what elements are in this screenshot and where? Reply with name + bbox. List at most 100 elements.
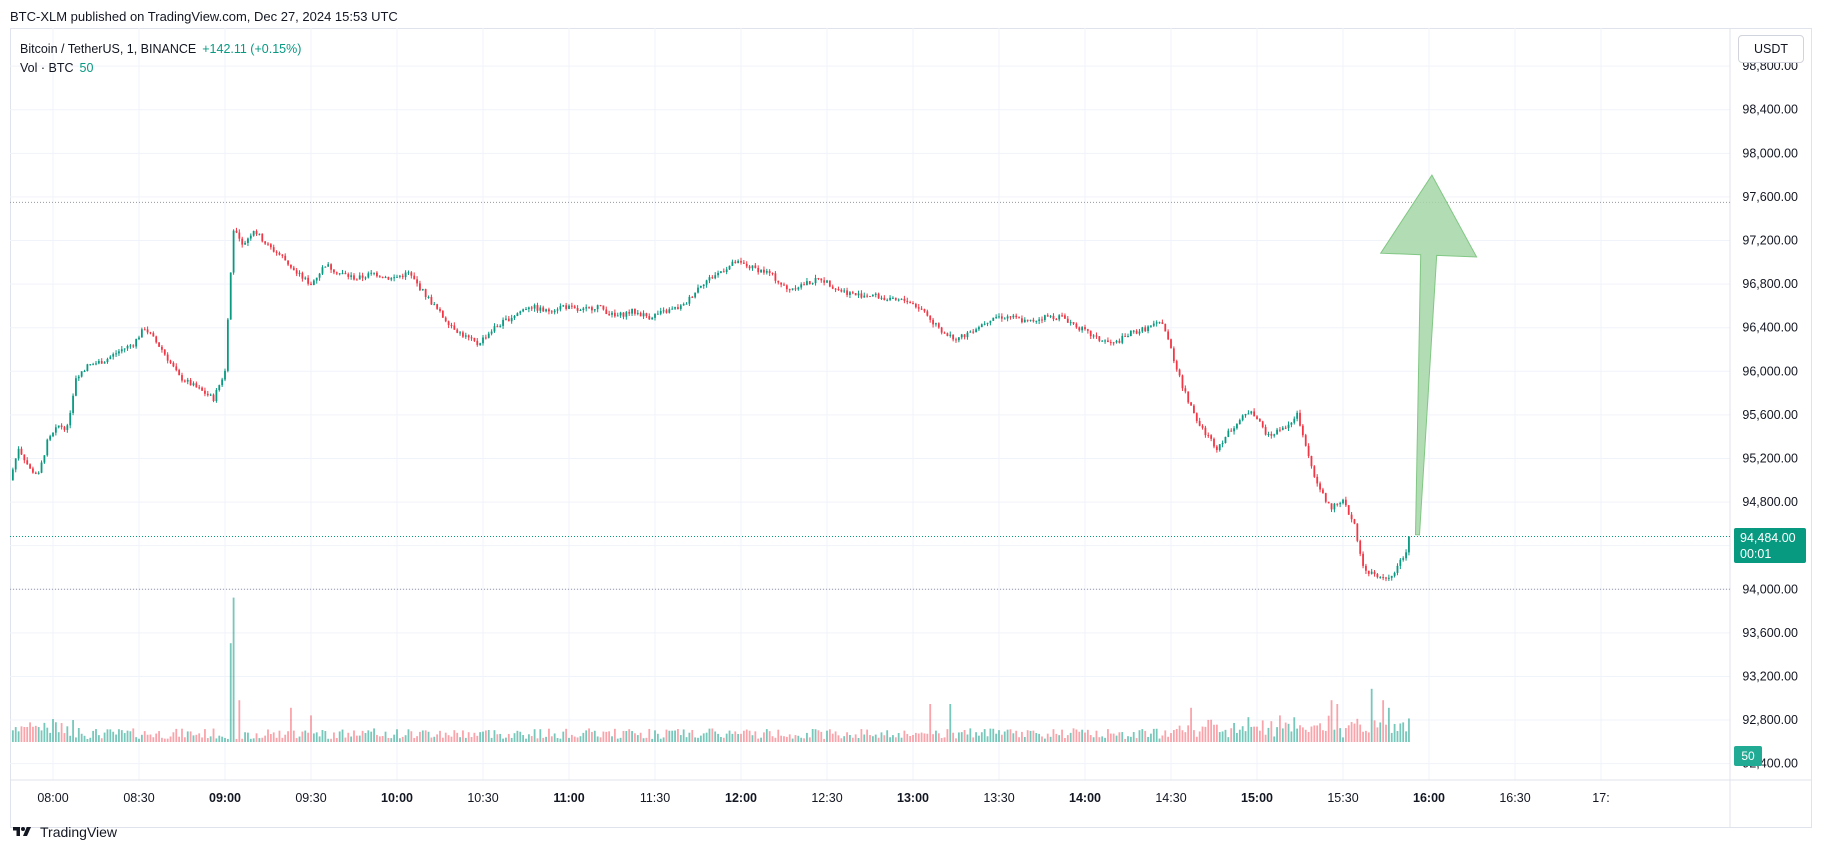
- candle-body: [502, 319, 504, 326]
- footer-brand[interactable]: TradingView: [10, 824, 117, 840]
- volume-bar: [1198, 731, 1201, 742]
- candle-body: [1270, 434, 1273, 436]
- candle-body: [1296, 412, 1299, 419]
- candle-body: [785, 285, 788, 290]
- candle-body: [69, 412, 72, 426]
- volume-bar: [1147, 736, 1149, 742]
- volume-bar: [975, 732, 977, 742]
- volume-bar: [1167, 736, 1170, 742]
- candle-body: [52, 432, 54, 437]
- volume-bar: [1379, 722, 1382, 742]
- volume-label[interactable]: Vol · BTC: [20, 61, 74, 75]
- candle-body: [854, 293, 857, 296]
- volume-bar: [1385, 724, 1387, 742]
- volume-bar: [814, 729, 817, 742]
- volume-bar: [52, 719, 54, 742]
- volume-bar: [634, 733, 636, 742]
- candle-body: [341, 273, 344, 275]
- candle-body: [1170, 339, 1172, 349]
- candle-body: [1213, 438, 1215, 447]
- symbol-title[interactable]: Bitcoin / TetherUS, 1, BINANCE: [20, 42, 197, 56]
- candle-body: [1387, 577, 1390, 579]
- volume-bar: [1324, 730, 1327, 742]
- candle-body: [1247, 413, 1250, 415]
- volume-bar: [1112, 733, 1115, 742]
- candle-body: [324, 266, 327, 268]
- candle-body: [711, 277, 714, 279]
- volume-bar: [851, 737, 854, 742]
- candle-body: [212, 394, 215, 401]
- volume-bar: [370, 731, 373, 742]
- volume-bar: [568, 737, 570, 742]
- candle-body: [353, 275, 355, 280]
- candle-body: [1385, 577, 1387, 579]
- volume-bar: [321, 730, 324, 742]
- volume-bar: [677, 729, 679, 742]
- candle-body: [86, 364, 89, 371]
- candle-body: [37, 472, 40, 474]
- candle-body: [820, 278, 823, 281]
- volume-bar: [1138, 730, 1141, 742]
- candle-body: [100, 361, 103, 364]
- volume-bar: [284, 734, 287, 742]
- volume-tag: 50: [1734, 746, 1762, 766]
- volume-bar: [1342, 737, 1344, 742]
- volume-bar: [940, 738, 943, 742]
- candle-body: [1066, 318, 1069, 323]
- candle-body: [846, 290, 848, 295]
- volume-bar: [450, 736, 453, 742]
- volume-bar: [1402, 722, 1405, 742]
- candle-body: [866, 295, 869, 297]
- chart-frame[interactable]: [10, 28, 1812, 828]
- volume-bar: [1296, 728, 1299, 742]
- volume-bar: [218, 735, 221, 742]
- currency-unit-button[interactable]: USDT: [1738, 35, 1804, 63]
- volume-bar: [548, 728, 550, 742]
- candle-body: [75, 378, 77, 396]
- candle-body: [892, 297, 894, 299]
- candle-body: [1178, 369, 1181, 376]
- volume-bar: [1170, 733, 1172, 742]
- candle-body: [284, 255, 287, 261]
- volume-bar: [499, 733, 502, 742]
- candle-body: [780, 282, 783, 285]
- candle-body: [479, 343, 482, 345]
- candle-body: [378, 276, 381, 278]
- candle-body: [1362, 553, 1364, 566]
- volume-bar: [1038, 733, 1041, 742]
- volume-bar: [711, 728, 714, 742]
- volume-bar: [1393, 723, 1396, 742]
- candle-body: [46, 439, 49, 456]
- volume-bar: [484, 730, 487, 742]
- candle-body: [1221, 443, 1224, 445]
- volume-bar: [1012, 733, 1015, 742]
- x-tick-label: 16:30: [1499, 791, 1530, 805]
- candle-body: [318, 273, 321, 278]
- candle-body: [754, 265, 757, 268]
- candle-body: [636, 312, 639, 314]
- volume-bar: [1224, 729, 1227, 742]
- candle-body: [788, 289, 791, 291]
- candle-body: [522, 309, 525, 312]
- volume-bar: [1256, 726, 1258, 742]
- volume-bar: [679, 735, 682, 742]
- candle-body: [401, 275, 404, 278]
- volume-bar: [195, 734, 198, 742]
- volume-bar: [1270, 721, 1273, 742]
- volume-bar: [1373, 720, 1376, 742]
- candle-body: [255, 231, 258, 235]
- volume-bar: [1035, 733, 1038, 742]
- candle-body: [1313, 466, 1316, 477]
- candle-body: [1012, 315, 1015, 318]
- candle-body: [702, 284, 705, 286]
- volume-bar: [699, 735, 702, 742]
- volume-bar: [1365, 730, 1367, 742]
- volume-bar: [788, 734, 791, 742]
- candle-body: [370, 272, 373, 274]
- volume-bar: [390, 738, 393, 742]
- x-tick-label: 10:30: [467, 791, 498, 805]
- candle-body: [327, 264, 330, 267]
- x-tick-label: 11:00: [553, 791, 584, 805]
- candle-body: [487, 333, 490, 338]
